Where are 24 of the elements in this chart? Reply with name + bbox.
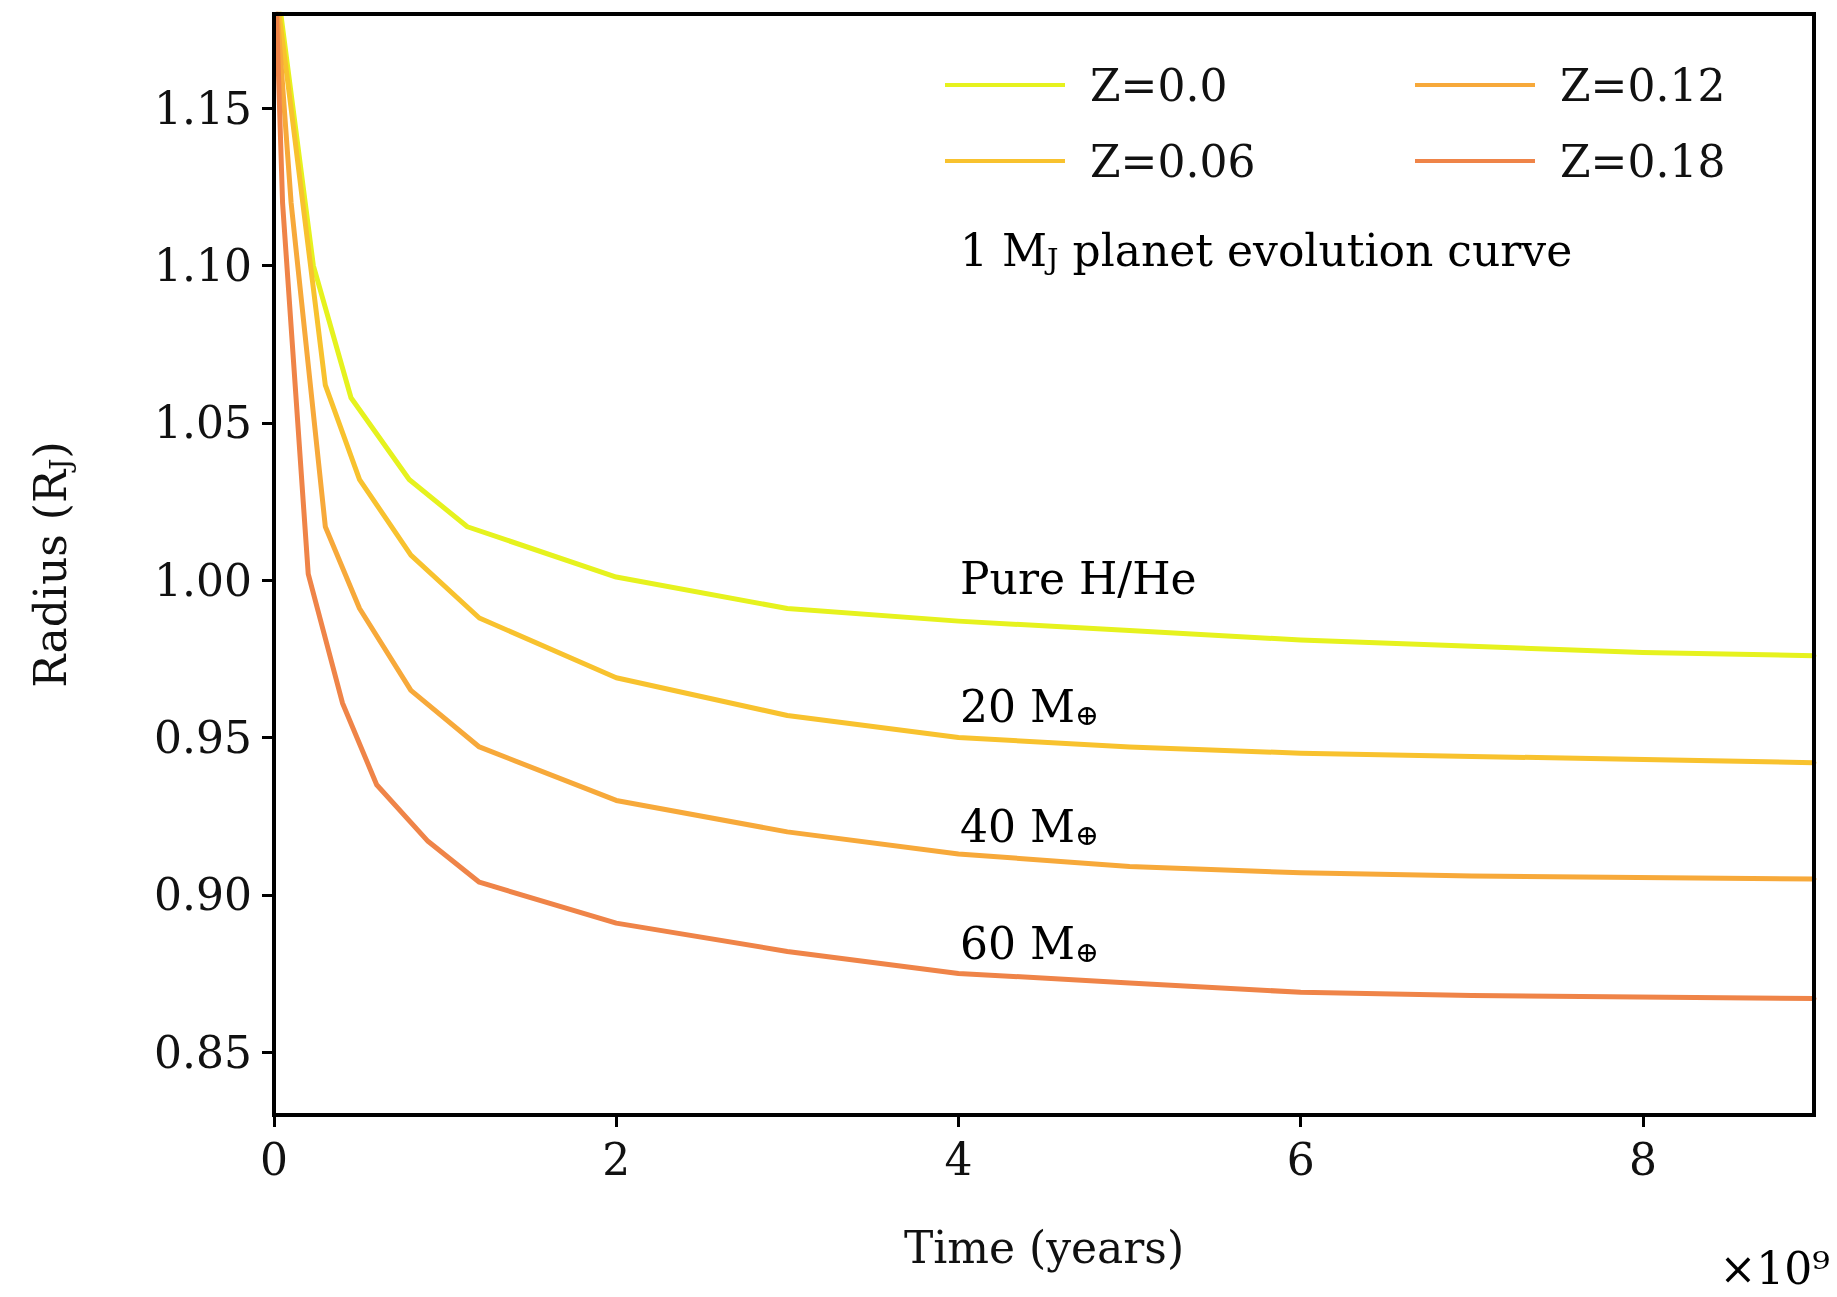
legend-label: Z=0.0 xyxy=(1090,59,1228,111)
text: ×10⁹ xyxy=(1719,1242,1830,1294)
annotation: 60 M⊕ xyxy=(960,917,1099,969)
annotation: 1 MJ planet evolution curve xyxy=(960,224,1573,276)
y-tick-label: 0.95 xyxy=(154,712,252,764)
legend-label: Z=0.06 xyxy=(1090,135,1256,187)
y-tick-label: 1.00 xyxy=(154,554,252,606)
annotation: 40 M⊕ xyxy=(960,800,1099,852)
legend-label: Z=0.12 xyxy=(1560,59,1726,111)
annotation: 20 M⊕ xyxy=(960,680,1099,732)
y-tick-label: 1.15 xyxy=(154,82,252,134)
y-tick-label: 0.90 xyxy=(154,869,252,921)
x-tick-label: 6 xyxy=(1286,1133,1315,1185)
x-tick-label: 2 xyxy=(602,1133,631,1185)
y-tick-label: 1.05 xyxy=(154,397,252,449)
y-tick-label: 1.10 xyxy=(154,240,252,292)
x-tick-label: 8 xyxy=(1628,1133,1657,1185)
y-axis-title: Radius (RJ) xyxy=(25,441,77,688)
legend-label: Z=0.18 xyxy=(1560,135,1726,187)
x-tick-label: 0 xyxy=(260,1133,288,1185)
x-axis-title: Time (years) xyxy=(903,1221,1185,1273)
y-tick-label: 0.85 xyxy=(154,1026,252,1078)
x-tick-label: 4 xyxy=(944,1133,973,1185)
annotation: Pure H/He xyxy=(960,552,1197,604)
